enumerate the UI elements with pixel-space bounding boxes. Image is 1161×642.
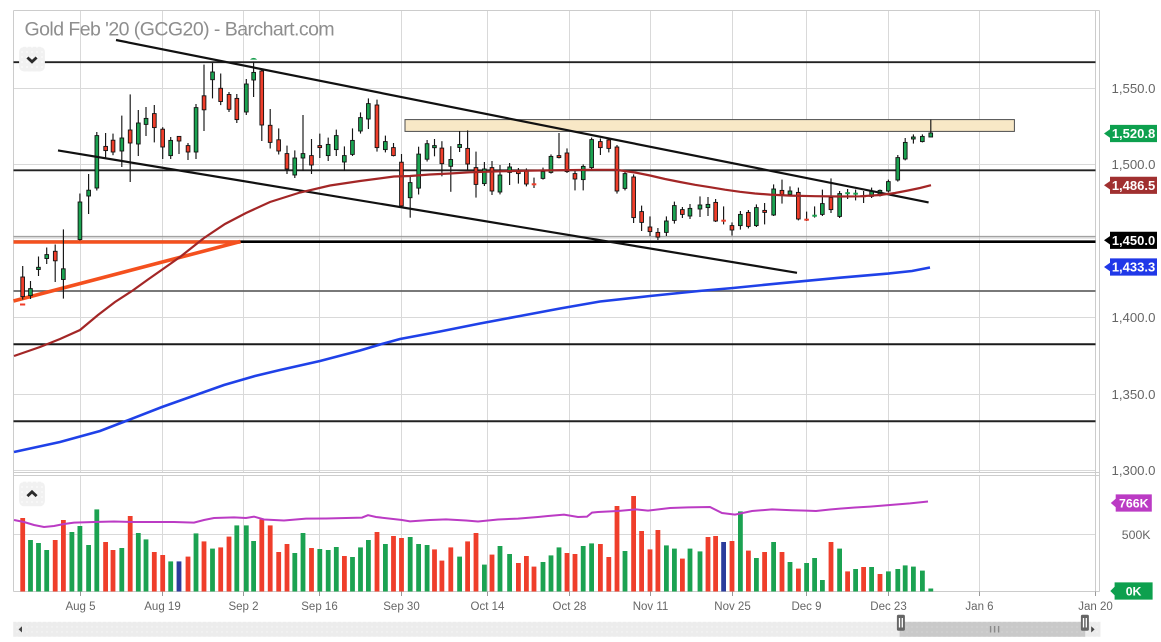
svg-text:Oct 28: Oct 28 [553,601,587,613]
svg-text:1,500.0: 1,500.0 [1112,157,1156,172]
svg-text:1,450.0: 1,450.0 [1112,233,1155,248]
svg-text:Sep 16: Sep 16 [301,601,337,613]
svg-text:Sep 2: Sep 2 [228,601,258,613]
svg-text:Sep 30: Sep 30 [383,601,419,613]
svg-text:Nov 25: Nov 25 [714,601,750,613]
svg-text:1,400.0: 1,400.0 [1112,310,1156,325]
svg-text:1,486.5: 1,486.5 [1112,178,1155,193]
svg-text:Jan 20: Jan 20 [1078,601,1113,613]
svg-text:1,350.0: 1,350.0 [1112,387,1156,402]
svg-text:Gold Feb '20 (GCG20) - Barchar: Gold Feb '20 (GCG20) - Barchart.com [25,19,335,41]
svg-text:1,300.0: 1,300.0 [1112,463,1156,478]
svg-text:1,433.3: 1,433.3 [1112,260,1155,275]
svg-text:Nov 11: Nov 11 [633,601,669,613]
svg-text:766K: 766K [1119,497,1149,511]
svg-text:Dec 9: Dec 9 [791,601,821,613]
svg-text:Oct 14: Oct 14 [471,601,505,613]
svg-text:Aug 19: Aug 19 [144,601,180,613]
svg-text:Aug 5: Aug 5 [65,601,95,613]
svg-text:500K: 500K [1122,528,1152,542]
svg-text:1,520.8: 1,520.8 [1112,126,1155,141]
svg-text:Dec 23: Dec 23 [870,601,906,613]
svg-text:1,550.0: 1,550.0 [1112,81,1156,96]
svg-text:0K: 0K [1126,585,1142,599]
svg-text:Jan 6: Jan 6 [965,601,993,613]
